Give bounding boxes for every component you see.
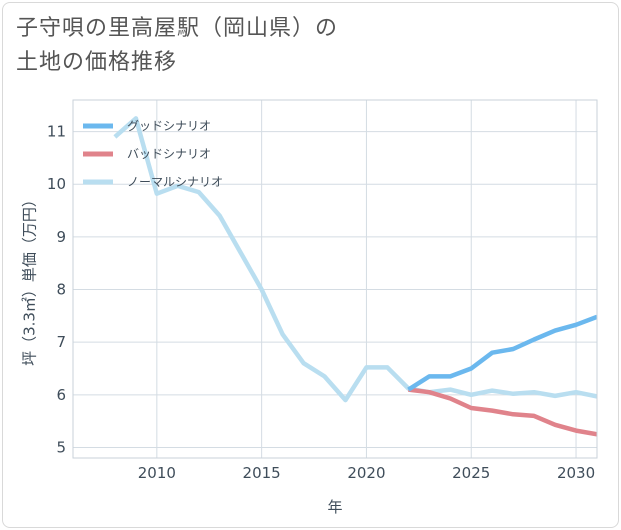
- series-line-1: [407, 314, 597, 392]
- x-tick-label: 2010: [138, 464, 176, 482]
- chart-title: 子守唄の里高屋駅（岡山県）の 土地の価格推移: [16, 12, 338, 80]
- series-line-3: [113, 116, 597, 403]
- legend-label: グッドシナリオ: [127, 119, 211, 133]
- series-line-2: [408, 387, 597, 437]
- x-tick-label: 2020: [347, 464, 385, 482]
- y-tick-label: 11: [47, 123, 66, 141]
- y-tick-label: 6: [56, 386, 66, 404]
- grid-lines: [73, 100, 597, 458]
- legend-label: ノーマルシナリオ: [127, 175, 223, 189]
- y-tick-label: 7: [56, 333, 66, 351]
- y-tick-labels: 5 6 7 8 9 10 11: [47, 123, 66, 457]
- y-tick-label: 8: [56, 281, 66, 299]
- x-tick-labels: 2010 2015 2020 2025 2030: [138, 464, 595, 482]
- plot-border: [72, 99, 598, 459]
- y-tick-label: 5: [56, 438, 66, 456]
- x-tick-label: 2025: [452, 464, 490, 482]
- y-tick-label: 10: [47, 175, 66, 193]
- chart-title-line-2: 土地の価格推移: [16, 50, 178, 75]
- x-tick-label: 2030: [557, 464, 595, 482]
- chart-title-line-1: 子守唄の里高屋駅（岡山県）の: [16, 16, 339, 41]
- y-axis-label: 坪（3.3㎡）単価（万円）: [21, 192, 39, 366]
- x-axis-label: 年: [327, 498, 342, 516]
- series-lines: [113, 116, 597, 437]
- axes: [72, 99, 598, 459]
- x-tick-label: 2015: [243, 464, 281, 482]
- y-tick-label: 9: [56, 228, 66, 246]
- legend-label: バッドシナリオ: [127, 147, 211, 161]
